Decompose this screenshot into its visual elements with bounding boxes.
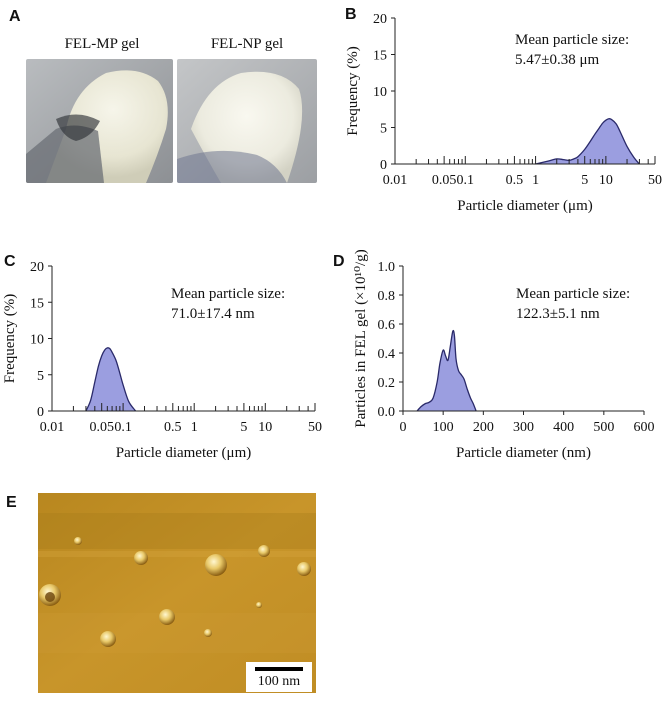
chart-c-x-tick-label: 5 xyxy=(240,420,247,435)
chart-d-x-tick-label: 200 xyxy=(473,420,494,435)
chart-d-y-tick-label: 0.2 xyxy=(378,376,396,391)
chart-d-x-tick-label: 0 xyxy=(400,420,407,435)
chart-d-x-tick-label: 400 xyxy=(553,420,574,435)
chart-c-x-tick-label: 0.5 xyxy=(164,420,182,435)
gel-photo-np xyxy=(177,59,317,183)
chart-d-y-label: Particles in FEL gel (×10¹⁰/g) xyxy=(353,250,369,428)
chart-b-y-tick-label: 10 xyxy=(373,85,387,100)
panel-letter-b: B xyxy=(345,6,357,23)
chart-d-series-line xyxy=(416,329,477,412)
scale-bar-box: 100 nm xyxy=(246,662,312,692)
chart-b-annotation-line1: Mean particle size: xyxy=(515,32,629,48)
chart-b-x-tick-label: 5 xyxy=(581,173,588,188)
chart-d-x-tick-label: 600 xyxy=(634,420,655,435)
chart-c-y-tick-label: 0 xyxy=(37,405,44,420)
chart-c-x-tick-label: 10 xyxy=(258,420,272,435)
chart-c-y-label: Frequency (%) xyxy=(2,294,18,384)
panel-letter-c: C xyxy=(4,253,16,270)
chart-c-area xyxy=(85,347,136,411)
chart-b-y-tick-label: 5 xyxy=(380,122,387,137)
chart-c-x-tick-label: 1 xyxy=(191,420,198,435)
chart-d-area xyxy=(417,330,477,411)
chart-d-y-tick-label: 0.0 xyxy=(378,405,396,420)
chart-b-y-tick-label: 0 xyxy=(380,158,387,173)
chart-b-y-tick-label: 20 xyxy=(373,12,387,27)
chart-c-series-line xyxy=(85,347,137,412)
chart-b-x-tick-label: 0.1 xyxy=(457,173,475,188)
chart-c-y-tick-label: 15 xyxy=(30,296,44,311)
scale-bar xyxy=(255,667,303,671)
chart-c-x-tick-label: 0.01 xyxy=(40,420,65,435)
chart-b-x-tick-label: 0.01 xyxy=(383,173,408,188)
chart-b-x-tick-label: 50 xyxy=(648,173,662,188)
chart-d: 0.0 0.2 0.4 0.6 0.8 1.0 0 100 200 300 400 500 600 Par… xyxy=(353,250,655,461)
chart-b-x-tick-label: 0.05 xyxy=(432,173,457,188)
chart-b-y-label: Frequency (%) xyxy=(345,46,361,136)
chart-c-x-tick-label: 0.1 xyxy=(114,420,132,435)
chart-b-x-label: Particle diameter (μm) xyxy=(457,198,592,214)
panel-letter-d: D xyxy=(333,253,345,270)
chart-b-annotation-line2: 5.47±0.38 μm xyxy=(515,52,600,68)
chart-b-series-line xyxy=(535,118,640,165)
photo-label-mp: FEL-MP gel xyxy=(64,36,140,52)
chart-b-x-tick-label: 10 xyxy=(599,173,613,188)
chart-d-y-tick-label: 0.8 xyxy=(378,289,396,304)
chart-d-annotation-line1: Mean particle size: xyxy=(516,286,630,302)
panel-letter-e: E xyxy=(6,494,17,511)
chart-d-y-tick-label: 0.4 xyxy=(378,347,396,362)
chart-d-x-label: Particle diameter (nm) xyxy=(456,445,591,461)
afm-image: 100 nm xyxy=(38,493,316,693)
scale-bar-label: 100 nm xyxy=(257,674,301,689)
chart-c-x-label: Particle diameter (μm) xyxy=(116,445,251,461)
chart-b-y-tick-label: 15 xyxy=(373,49,387,64)
panel-letter-a: A xyxy=(9,8,21,25)
chart-d-x-tick-label: 100 xyxy=(433,420,454,435)
chart-b-area xyxy=(535,118,640,164)
chart-b-x-tick-label: 1 xyxy=(532,173,539,188)
photo-label-np: FEL-NP gel xyxy=(210,36,284,52)
chart-d-x-tick-label: 300 xyxy=(513,420,534,435)
chart-c-annotation-line2: 71.0±17.4 nm xyxy=(171,306,255,322)
gel-photo-mp xyxy=(26,59,173,183)
chart-c-x-tick-label: 0.05 xyxy=(89,420,114,435)
chart-c-annotation-line1: Mean particle size: xyxy=(171,286,285,302)
chart-c-y-tick-label: 20 xyxy=(30,260,44,275)
chart-b-x-tick-label: 0.5 xyxy=(506,173,523,188)
chart-d-x-tick-label: 500 xyxy=(593,420,614,435)
chart-c-y-tick-label: 10 xyxy=(30,333,44,348)
chart-d-annotation-line2: 122.3±5.1 nm xyxy=(516,306,600,322)
chart-d-y-tick-label: 1.0 xyxy=(378,260,396,275)
chart-c-y-tick-label: 5 xyxy=(37,369,44,384)
chart-c-x-tick-label: 50 xyxy=(308,420,322,435)
chart-d-y-tick-label: 0.6 xyxy=(378,318,396,333)
